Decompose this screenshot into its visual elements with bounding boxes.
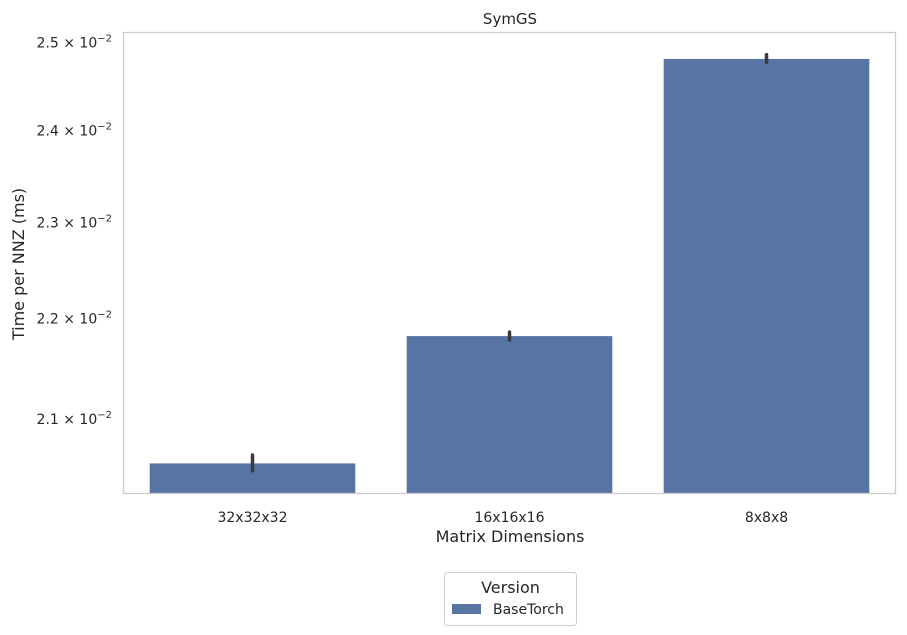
legend-swatch-basetorch [452,604,481,614]
y-tick-label: 2.2 × 10−2 [37,309,112,327]
legend: Version BaseTorch [444,572,577,626]
y-axis-label: Time per NNZ (ms) [9,188,28,341]
y-tick-label: 2.4 × 10−2 [37,122,112,140]
plot-errorbars [250,52,769,473]
y-tick-label: 2.3 × 10−2 [37,213,112,231]
y-tick-labels: 2.1 × 10−2 2.2 × 10−2 2.3 × 10−2 2.4 × 10−2… [37,33,112,427]
x-tick-label-8x8x8: 8x8x8 [745,510,788,526]
y-tick-label: 2.1 × 10−2 [37,410,112,428]
legend-entry-basetorch: BaseTorch [493,602,564,618]
y-tick-label: 2.5 × 10−2 [37,33,112,51]
bar-8x8x8 [663,58,870,494]
x-tick-label-16x16x16: 16x16x16 [474,510,544,526]
chart-title: SymGS [483,10,537,28]
plot-bars [149,58,870,494]
plot-frame [122,31,897,495]
x-tick-labels: 32x32x32 16x16x16 8x8x8 [217,510,788,526]
x-axis-label: Matrix Dimensions [436,527,585,546]
bar-16x16x16 [406,336,613,493]
x-tick-label-32x32x32: 32x32x32 [217,510,287,526]
legend-title: Version [481,578,540,597]
